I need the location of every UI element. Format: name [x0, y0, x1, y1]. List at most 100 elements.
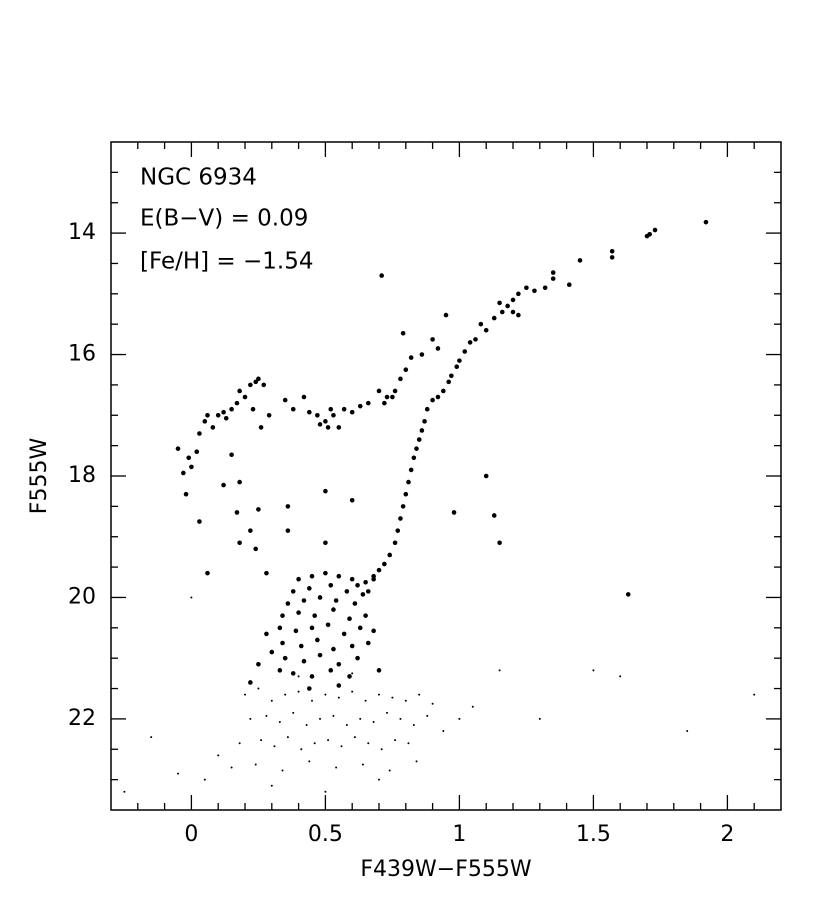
point: [237, 479, 242, 485]
point: [403, 491, 409, 497]
point: [264, 631, 269, 637]
point: [286, 736, 289, 739]
point: [249, 717, 252, 720]
point: [365, 589, 371, 594]
point: [327, 739, 330, 742]
point: [516, 312, 521, 318]
point: [392, 540, 398, 546]
point: [215, 412, 221, 418]
point: [210, 425, 216, 430]
point: [395, 528, 401, 533]
point: [280, 640, 285, 646]
point: [324, 790, 327, 793]
point: [324, 693, 327, 696]
point: [248, 528, 253, 533]
point: [317, 652, 323, 658]
point: [298, 643, 304, 649]
point: [328, 668, 334, 673]
point: [254, 763, 257, 766]
point: [277, 625, 283, 631]
point: [499, 309, 505, 315]
point: [510, 297, 516, 303]
point: [491, 513, 497, 518]
point: [234, 510, 240, 515]
point: [323, 419, 328, 424]
point: [505, 303, 510, 309]
point: [181, 470, 186, 476]
point: [364, 699, 367, 702]
point: [351, 690, 354, 693]
point: [309, 573, 315, 579]
x-tick-label: 1: [452, 822, 466, 847]
point: [478, 321, 484, 327]
point: [407, 742, 410, 745]
point: [542, 285, 548, 291]
point: [382, 400, 387, 406]
point: [280, 613, 285, 618]
point: [497, 540, 502, 546]
point: [238, 742, 241, 745]
point: [285, 601, 291, 606]
point: [355, 583, 360, 588]
point: [317, 595, 323, 600]
point: [430, 337, 435, 342]
point: [309, 625, 315, 631]
point: [349, 497, 355, 503]
point: [379, 273, 384, 278]
point: [592, 669, 595, 672]
point: [205, 412, 210, 418]
point: [265, 714, 268, 717]
point: [577, 258, 583, 263]
x-tick-label: 1.5: [576, 822, 611, 847]
point: [278, 720, 281, 723]
point: [189, 464, 194, 470]
point: [183, 491, 189, 497]
point: [357, 625, 363, 631]
point: [404, 699, 407, 702]
point: [361, 763, 364, 766]
point: [285, 528, 291, 533]
point: [242, 394, 248, 400]
point: [341, 406, 347, 412]
point: [619, 675, 622, 678]
point: [703, 219, 709, 225]
point: [202, 419, 208, 424]
point: [406, 479, 411, 485]
point: [524, 285, 529, 291]
point: [253, 379, 259, 385]
point: [285, 504, 291, 509]
point: [341, 631, 347, 637]
point: [451, 510, 457, 515]
point: [301, 598, 307, 603]
point: [282, 397, 288, 403]
annotation: E(B−V) = 0.09: [140, 206, 308, 232]
point: [532, 288, 537, 294]
point: [357, 403, 363, 409]
point: [331, 607, 336, 612]
point: [307, 409, 312, 415]
point: [457, 358, 462, 363]
point: [269, 649, 275, 655]
point: [355, 655, 360, 661]
point: [293, 628, 299, 634]
point: [424, 406, 430, 412]
point: [223, 416, 229, 421]
point: [328, 583, 334, 588]
point: [419, 352, 425, 357]
point: [380, 748, 383, 751]
point: [371, 576, 376, 582]
point: [351, 672, 354, 675]
point: [237, 388, 242, 394]
point: [403, 367, 409, 373]
point: [550, 276, 556, 281]
point: [312, 613, 317, 618]
point: [422, 419, 427, 424]
point: [331, 646, 336, 652]
point: [284, 693, 287, 696]
point: [363, 613, 368, 618]
point: [277, 668, 283, 673]
point: [221, 409, 226, 415]
point: [398, 516, 403, 521]
